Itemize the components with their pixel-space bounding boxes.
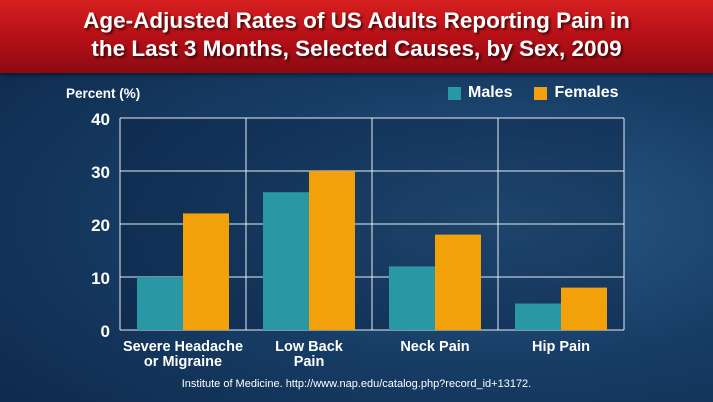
bar-males: [137, 277, 183, 330]
bar-females: [561, 287, 607, 330]
legend-swatch-males: [448, 86, 461, 100]
bar-females: [435, 234, 481, 330]
y-axis-label: Percent (%): [66, 86, 141, 101]
y-tick-label: 20: [91, 216, 110, 235]
legend: Males Females: [448, 84, 641, 102]
chart-title: Age-Adjusted Rates of US Adults Reportin…: [83, 8, 630, 61]
y-tick-label: 40: [91, 110, 110, 129]
legend-item-males: Males: [448, 84, 512, 102]
title-banner: Age-Adjusted Rates of US Adults Reportin…: [0, 0, 713, 73]
x-tick-label: Severe Headache or Migraine: [123, 339, 243, 370]
x-tick-label: Hip Pain: [532, 339, 590, 355]
y-tick-label: 30: [91, 163, 110, 182]
source-citation: Institute of Medicine. http://www.nap.ed…: [181, 378, 532, 390]
bar-females: [309, 171, 355, 330]
legend-label-males: Males: [468, 84, 513, 101]
x-tick-label: Low Back Pain: [275, 339, 344, 370]
legend-label-females: Females: [554, 84, 619, 101]
bar-males: [515, 303, 561, 330]
y-tick-label: 10: [91, 269, 110, 288]
bar-males: [263, 192, 309, 330]
legend-item-females: Females: [534, 84, 619, 102]
y-tick-label: 0: [101, 322, 110, 341]
bar-males: [389, 266, 435, 330]
x-tick-label: Neck Pain: [400, 339, 469, 355]
bar-females: [183, 213, 229, 330]
legend-swatch-females: [534, 86, 548, 100]
